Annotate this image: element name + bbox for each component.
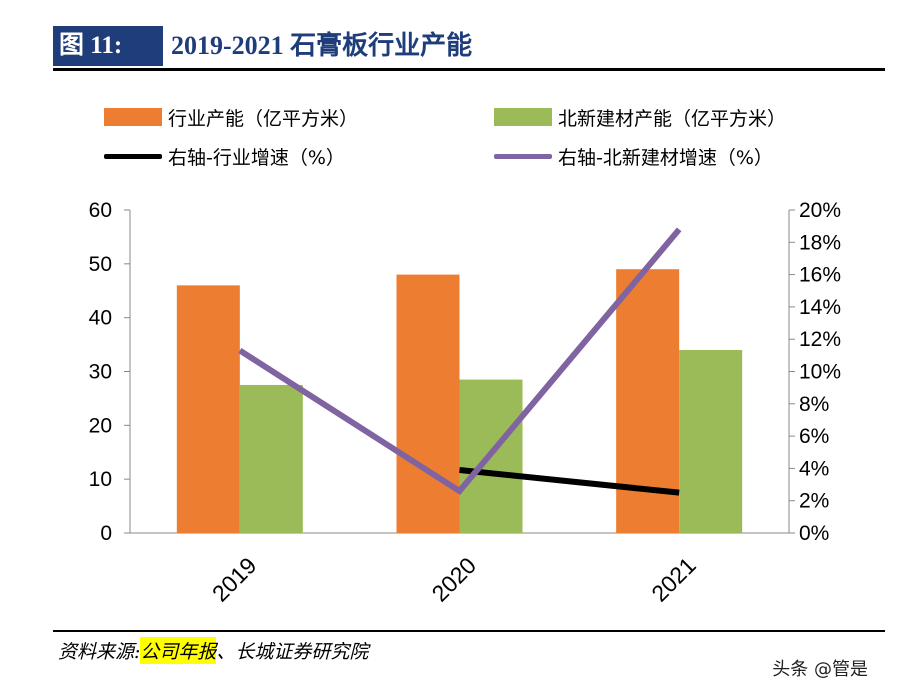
bar-bnbm-capacity: [679, 349, 743, 533]
title-divider: [53, 68, 885, 71]
watermark: 头条 @管是: [772, 659, 868, 680]
right-tick-label: 8%: [799, 393, 829, 416]
x-tick-label: 2021: [646, 552, 701, 607]
right-tick-label: 6%: [799, 425, 829, 448]
right-tick-label: 12%: [799, 328, 841, 351]
legend-label: 北新建材产能（亿平方米）: [558, 107, 787, 130]
title-bar: 图 11: 2019-2021 石膏板行业产能: [53, 26, 891, 72]
bar-bnbm-capacity: [239, 384, 303, 533]
footer-divider: [53, 630, 885, 632]
line-bnbm-growth: [238, 227, 682, 495]
source-highlight: 公司年报: [140, 636, 217, 664]
line-industry-growth: [459, 467, 680, 496]
source-prefix: 资料来源:: [58, 640, 141, 663]
source-note: 资料来源: 公司年报 、长城证券研究院: [58, 634, 368, 666]
right-tick-label: 20%: [799, 199, 841, 222]
right-tick-label: 0%: [799, 522, 829, 545]
bar-industry-capacity: [396, 274, 460, 533]
legend-swatch-purple-line: [494, 153, 552, 159]
left-tick-label: 60: [89, 199, 112, 222]
legend-label: 右轴-北新建材增速（%）: [558, 146, 773, 169]
legend-swatch-black-line: [104, 153, 162, 159]
x-tick-label: 2020: [427, 552, 482, 607]
left-tick-label: 0: [100, 522, 112, 545]
right-tick-label: 14%: [799, 296, 841, 319]
left-tick-label: 20: [89, 414, 112, 437]
legend-swatch-orange: [104, 108, 162, 126]
left-tick-label: 40: [89, 307, 112, 330]
legend-label: 右轴-行业增速（%）: [168, 146, 345, 169]
right-tick-label: 10%: [799, 361, 841, 384]
x-tick-label: 2019: [207, 552, 262, 607]
legend-item-industry-capacity: 行业产能（亿平方米）: [104, 104, 358, 130]
left-tick-label: 10: [89, 468, 112, 491]
right-tick-label: 4%: [799, 457, 829, 480]
right-tick-label: 2%: [799, 490, 829, 513]
legend-label: 行业产能（亿平方米）: [168, 107, 359, 130]
right-tick-label: 16%: [799, 264, 841, 287]
left-tick-label: 50: [89, 253, 112, 276]
legend-item-bnbm-capacity: 北新建材产能（亿平方米）: [494, 104, 786, 130]
bar-industry-capacity: [176, 285, 240, 533]
legend-swatch-green: [494, 108, 552, 126]
chart-title: 2019-2021 石膏板行业产能: [171, 31, 473, 60]
right-tick-label: 18%: [799, 231, 841, 254]
figure-tag: 图 11:: [53, 26, 163, 66]
legend-item-industry-growth: 右轴-行业增速（%）: [104, 143, 345, 169]
source-suffix: 、长城证券研究院: [216, 640, 369, 663]
chart-legend: 行业产能（亿平方米） 北新建材产能（亿平方米） 右轴-行业增速（%） 右轴-北新…: [0, 0, 902, 180]
left-tick-label: 30: [89, 361, 112, 384]
legend-item-bnbm-growth: 右轴-北新建材增速（%）: [494, 143, 773, 169]
